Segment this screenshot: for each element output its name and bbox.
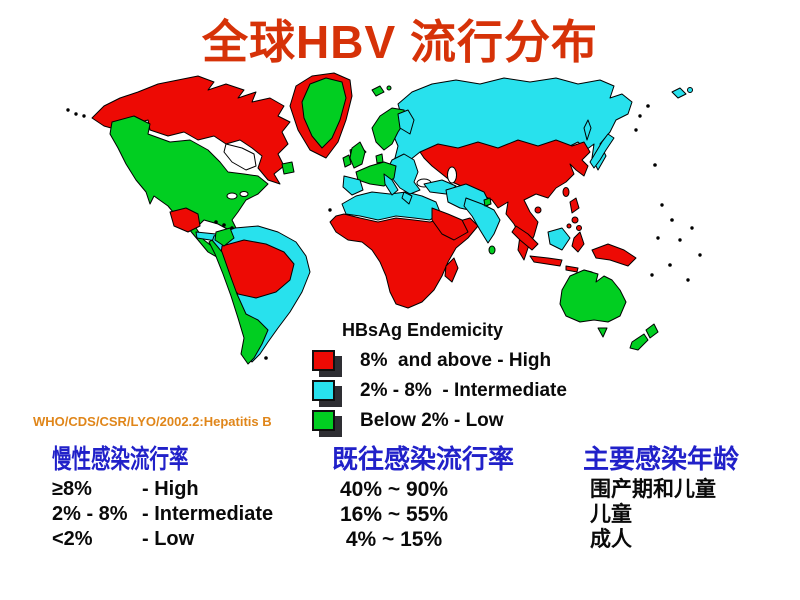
new-zealand-south [629,333,649,351]
taiwan [562,187,570,197]
past-row-low: 4% ~ 15% [340,528,443,551]
arctic-islets [671,87,687,99]
chronic-row-low: <2% - Low [52,527,273,552]
pacific-islands [634,104,702,282]
region-india [463,197,501,244]
region-africa [328,191,479,309]
java [529,255,563,267]
tasmania [597,327,608,338]
region-ireland [342,154,352,168]
region-australia [559,269,627,323]
madagascar [444,257,459,283]
region-south-america [208,225,311,365]
region-arctic-canada-alaska [91,75,291,185]
newfoundland [281,161,295,175]
region-oceania [511,104,702,351]
chronic-range-intermediate: 2% - 8% [52,503,128,525]
chronic-row-high: ≥8% - High [52,477,273,502]
age-row-low: 成人 [590,528,632,551]
map-legend: HBsAg Endemicity 8% and above - High 2% … [312,320,642,431]
legend-swatch-high [312,350,335,371]
legend-row-high: 8% and above - High [312,350,642,371]
new-zealand-north [645,323,659,339]
region-finland [397,109,415,135]
legend-label-high: 8% and above - High [360,349,552,371]
region-central-asia-china [419,139,591,261]
greenland-interior [301,77,347,149]
page-title: 全球HBV 流行分布 [202,16,598,68]
legend-row-low: Below 2% - Low [312,410,642,431]
past-row-high: 40% ~ 90% [340,478,448,501]
great-lakes [239,191,249,197]
region-sub-saharan-africa [329,213,479,309]
region-southern-cone [208,239,269,365]
new-guinea [591,243,637,267]
column-past-header: 既往感染流行率 [332,444,515,474]
region-denmark [375,153,384,164]
world-map [66,72,702,365]
age-row-high: 围产期和儿童 [590,478,716,501]
column-past-infection: 既往感染流行率 40% ~ 90% 16% ~ 55% 4% ~ 15% [332,444,514,552]
column-infection-age: 主要感染年龄 围产期和儿童 儿童 成人 [583,444,739,552]
hudson-bay [223,143,257,171]
chronic-label-high: - High [142,478,199,500]
legend-label-low: Below 2% - Low [360,409,504,431]
region-eurasia [342,77,693,261]
svalbard [371,85,385,97]
region-greenland [289,72,392,159]
column-age-header: 主要感染年龄 [583,444,740,474]
hainan [534,206,542,214]
column-chronic-infection: 慢性感染流行率 ≥8% - High 2% - 8% - Intermediate … [52,444,273,552]
chronic-range-high: ≥8% [52,478,92,500]
region-italy [383,173,399,196]
past-row-intermediate: 16% ~ 55% [340,503,448,526]
region-colombia [214,227,235,247]
region-southern-mexico [169,207,201,233]
source-citation: WHO/CDS/CSR/LYO/2002.2:Hepatitis B [33,414,272,429]
caspian-sea [447,166,457,184]
chronic-row-intermediate: 2% - 8% - Intermediate [52,502,273,527]
borneo [547,227,571,251]
legend-row-intermediate: 2% - 8% - Intermediate [312,380,642,401]
legend-swatch-intermediate [312,380,335,401]
great-lakes [226,192,238,200]
region-greece [401,191,413,205]
sri-lanka [488,245,496,255]
region-japan [589,133,615,169]
region-north-africa [341,191,441,221]
column-chronic-header: 慢性感染流行率 [52,444,189,474]
sumatra [511,225,539,251]
region-nepal [483,197,492,207]
region-iberia [342,175,364,196]
legend-title: HBsAg Endemicity [342,320,504,340]
chronic-label-low: - Low [142,528,195,550]
sakhalin [583,119,592,141]
chronic-label-intermediate: - Intermediate [142,503,274,525]
chronic-range-low: <2% [52,528,93,550]
lesser-sunda [565,265,579,273]
legend-swatch-low [312,410,335,431]
region-uk [349,141,366,169]
region-arabian-peninsula [431,207,469,241]
legend-label-intermediate: 2% - 8% - Intermediate [360,379,567,401]
sulawesi [571,231,585,253]
age-row-intermediate: 儿童 [590,503,632,526]
philippines [569,197,580,214]
